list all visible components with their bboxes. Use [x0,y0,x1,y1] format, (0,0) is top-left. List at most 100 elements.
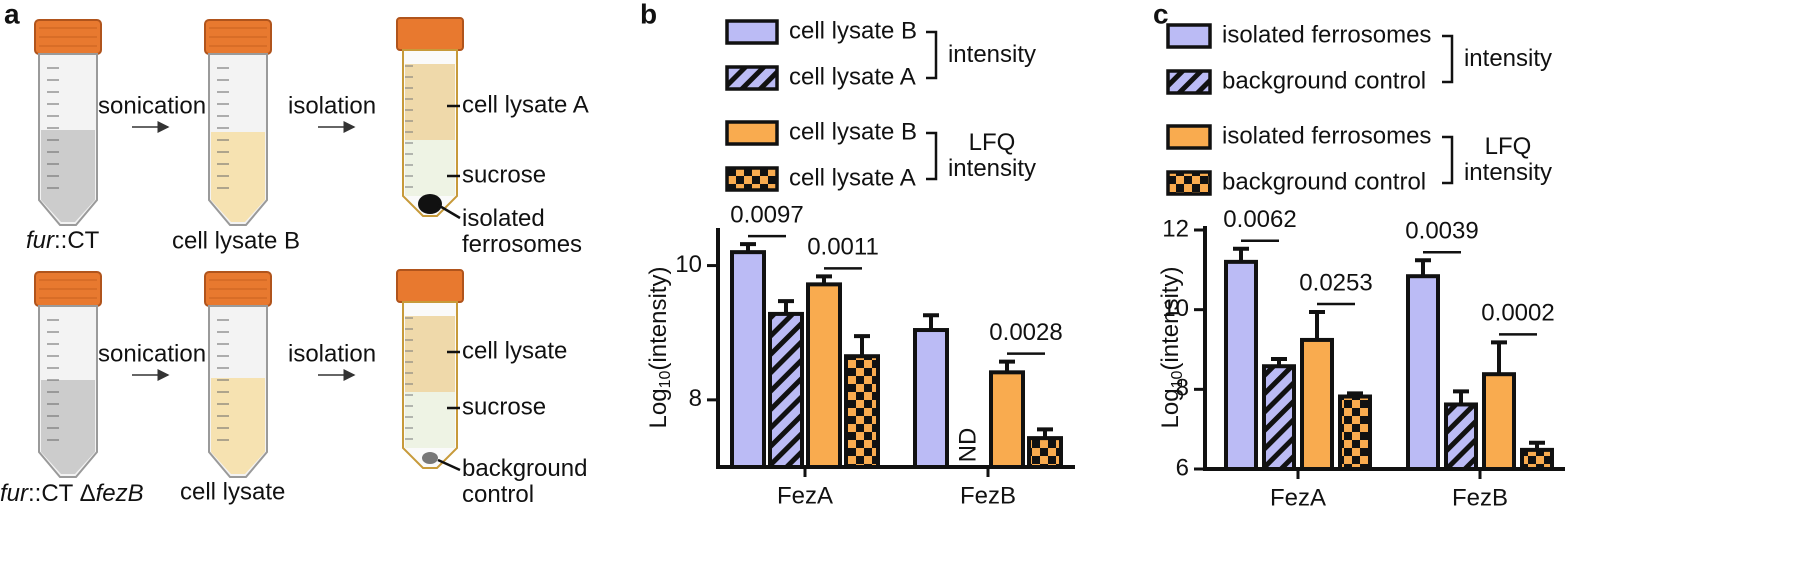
step-label: isolation [288,340,376,367]
legend-group-label: intensity [947,41,1037,68]
legend-label: isolated ferrosomes [1222,21,1431,48]
error-bar [1347,391,1363,397]
step-label: sonication [98,340,206,367]
significance-label: 0.0011 [807,234,879,261]
error-bar [854,334,870,357]
layer-sucrose [405,140,455,196]
error-bar [1529,440,1545,450]
error-bar [1415,258,1431,277]
y-tick-label: 8 [1176,375,1189,402]
y-axis-label-part: (intensity) [645,267,672,371]
legend-bracket [926,131,938,181]
legend-swatch [1166,124,1212,150]
bar [1300,337,1334,471]
bar [1520,447,1554,472]
layer-lysate [405,316,455,392]
strain-label: fur::CT ΔfezB [0,480,144,507]
legend-bracket [1442,34,1454,84]
panel-label: c [1153,0,1169,29]
y-axis-label-part: 10 [657,370,674,388]
layer-label-box: isolated ferrosomes [462,206,583,258]
tube-cap [396,269,464,303]
y-axis-label: Log10(intensity) [645,267,674,429]
layer-label: cell lysate [462,337,567,364]
legend-swatch [725,65,779,91]
layer-label: isolated ferrosomes [462,206,583,258]
legend-label: cell lysate B [789,17,917,44]
y-tick-label: 8 [689,385,702,412]
step-label: sonication [98,92,206,119]
legend-group-label: LFQ intensity [1463,133,1553,186]
significance-label: 0.0097 [730,201,803,228]
legend-swatch [725,19,779,45]
layer-label: background control [462,456,588,508]
legend-group-label-box: intensity [947,41,1037,68]
leader [437,203,461,220]
legend-group-label-box: LFQ intensity [947,129,1037,182]
y-axis-label-part: 10 [1169,370,1186,388]
step-label: isolation [288,92,376,119]
strain-part: fur [26,227,55,254]
error-bar [1233,246,1249,262]
bar [1027,436,1063,469]
significance-label: 0.0253 [1299,269,1372,296]
bar [730,250,766,469]
layer-label-box: background control [462,456,588,508]
y-axis-label-part: Log [1157,388,1184,428]
panel-label: a [4,0,20,29]
legend-bracket [926,30,938,80]
bar [1224,259,1258,471]
bar [1262,364,1296,472]
bar [1444,402,1478,471]
layer-label: sucrose [462,161,546,188]
bar [844,354,880,470]
lysate-label: cell lysate B [172,227,300,254]
tube-liquid [211,132,265,222]
legend-group-label: intensity [1463,45,1553,72]
bar [989,370,1025,470]
legend-swatch [1166,69,1212,95]
error-bar [816,274,832,285]
tube-liquid [211,378,265,474]
error-bar [923,313,939,331]
y-axis-label: Log10(intensity) [1157,267,1186,429]
x-tick-label: FezB [960,482,1016,509]
legend-group-label-box: intensity [1463,45,1553,72]
leader [437,458,461,472]
legend-group-label-box: LFQ intensity [1463,133,1553,186]
y-axis-label-part: (intensity) [1157,267,1184,371]
legend-swatch [725,166,779,192]
strain-part: ::CT Δ [28,480,96,507]
y-tick-label: 6 [1176,454,1189,481]
error-bar [740,242,756,253]
legend-group-label: LFQ intensity [947,129,1037,182]
legend-label: isolated ferrosomes [1222,122,1431,149]
significance-label: 0.0039 [1405,218,1478,245]
x-tick-label: FezB [1452,484,1508,511]
strain-part: fezB [96,480,144,507]
legend-label: background control [1222,168,1426,195]
error-bar [999,359,1015,373]
y-tick-label: 10 [675,251,702,278]
significance-label: 0.0062 [1223,206,1296,233]
y-tick-label: 12 [1162,215,1189,242]
tube-liquid [41,380,95,474]
pellet [422,452,438,464]
tube-liquid [41,130,95,222]
x-tick-label: FezA [1270,484,1326,511]
layer-lysate [405,64,455,140]
strain-part: ::CT [54,227,100,254]
legend-label: background control [1222,67,1426,94]
x-tick-label: FezA [777,482,833,509]
layer-label: sucrose [462,393,546,420]
error-bar [1491,340,1507,375]
bar [1482,372,1516,471]
legend-label: cell lysate A [789,63,916,90]
error-bar [1453,389,1469,405]
y-axis-label-part: Log [645,388,672,428]
strain-part: fur [0,480,29,507]
pellet [418,194,442,214]
panel-label: b [640,0,657,29]
y-tick-label: 10 [1162,295,1189,322]
